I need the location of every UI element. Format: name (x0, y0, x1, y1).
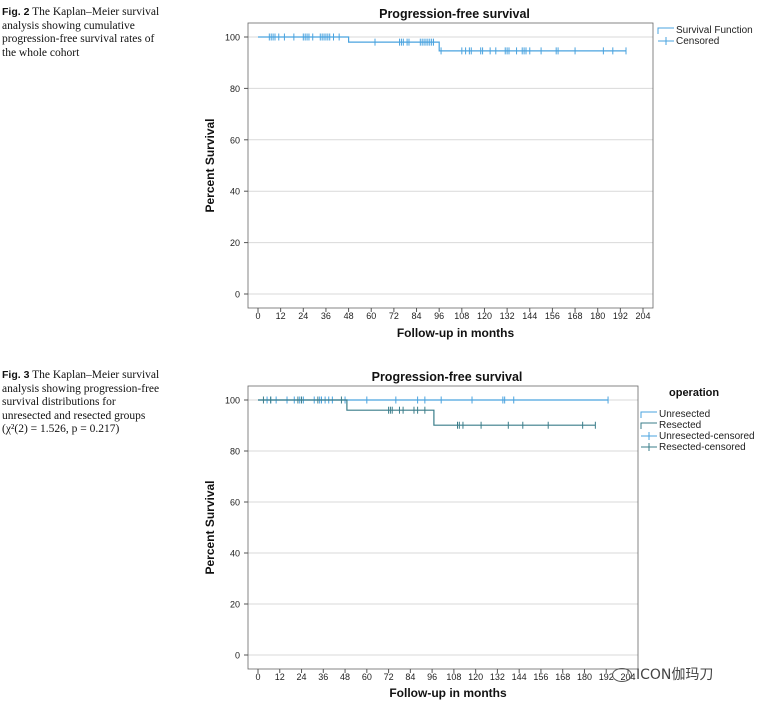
x-tick-label: 132 (500, 311, 515, 321)
x-tick-label: 96 (427, 672, 437, 682)
x-tick-label: 0 (255, 311, 260, 321)
x-tick-label: 12 (275, 672, 285, 682)
y-tick-label: 0 (235, 651, 240, 661)
x-tick-label: 180 (590, 311, 605, 321)
x-tick-label: 156 (545, 311, 560, 321)
wechat-icon (612, 668, 632, 682)
legend-title: operation (669, 387, 719, 399)
watermark: ICON伽玛刀 (612, 664, 713, 684)
x-tick-label: 48 (340, 672, 350, 682)
y-tick-label: 80 (230, 447, 240, 457)
legend-label: Unresected (659, 409, 710, 420)
x-tick-label: 96 (434, 311, 444, 321)
x-tick-label: 60 (366, 311, 376, 321)
x-tick-label: 120 (468, 672, 483, 682)
x-tick-label: 72 (389, 311, 399, 321)
figure-caption-3: Fig. 3 The Kaplan–Meier survival analysi… (2, 369, 167, 437)
y-axis-label: Percent Survival (203, 480, 217, 574)
x-tick-label: 192 (599, 672, 614, 682)
legend: operation UnresectedResectedUnresected-ce… (640, 387, 755, 453)
x-tick-label: 60 (362, 672, 372, 682)
legend-label: Unresected-censored (659, 431, 755, 442)
y-tick-label: 0 (235, 290, 240, 300)
x-tick-label: 192 (613, 311, 628, 321)
x-tick-label: 168 (568, 311, 583, 321)
x-tick-label: 108 (454, 311, 469, 321)
chart-title: Progression-free survival (379, 7, 530, 21)
figure-label: Fig. 2 (2, 6, 30, 18)
x-tick-label: 180 (577, 672, 592, 682)
chart-1: 0 20 40 60 80 100 0 12 24 36 48 60 72 84 96 108 120 132 14… (203, 7, 753, 340)
y-axis-label: Percent Survival (203, 118, 217, 212)
x-tick-label: 0 (255, 672, 260, 682)
x-tick-label: 36 (321, 311, 331, 321)
x-tick-label: 108 (446, 672, 461, 682)
y-tick-label: 60 (230, 135, 240, 145)
legend-label: Censored (676, 36, 719, 47)
x-tick-label: 24 (297, 672, 307, 682)
x-tick-label: 24 (298, 311, 308, 321)
x-tick-label: 168 (555, 672, 570, 682)
x-tick-label: 84 (405, 672, 415, 682)
y-tick-label: 60 (230, 498, 240, 508)
figure-caption-2: Fig. 2 The Kaplan–Meier survival analysi… (2, 6, 167, 60)
y-tick-label: 40 (230, 549, 240, 559)
y-tick-label: 100 (225, 396, 240, 406)
x-tick-label: 204 (635, 311, 650, 321)
x-tick-label: 84 (412, 311, 422, 321)
legend-label: Resected (659, 420, 701, 431)
survival-curve-2 (258, 399, 596, 426)
chart-2: 0 20 40 60 80 100 0 12 24 36 48 60 72 84 96 108 120 132 14… (203, 370, 755, 700)
legend-line-swatch (640, 411, 657, 418)
x-tick-label: 72 (384, 672, 394, 682)
y-tick-label: 100 (225, 33, 240, 43)
legend-line-swatch (640, 422, 657, 429)
x-tick-label: 132 (490, 672, 505, 682)
y-tick-label: 20 (230, 600, 240, 610)
figure-caption-text: The Kaplan–Meier survival analysis showi… (2, 369, 160, 435)
chart-title: Progression-free survival (372, 370, 523, 384)
watermark-text: ICON伽玛刀 (636, 667, 714, 683)
plot-frame (247, 385, 639, 670)
plot-frame (247, 22, 654, 309)
y-tick-label: 20 (230, 238, 240, 248)
x-axis-label: Follow-up in months (389, 686, 507, 700)
x-tick-label: 36 (318, 672, 328, 682)
y-tick-label: 80 (230, 84, 240, 94)
x-tick-label: 48 (344, 311, 354, 321)
x-tick-label: 156 (533, 672, 548, 682)
x-tick-label: 12 (276, 311, 286, 321)
x-tick-label: 144 (512, 672, 527, 682)
legend-line-swatch (657, 27, 674, 34)
x-tick-label: 120 (477, 311, 492, 321)
figure-caption-text: The Kaplan–Meier survival analysis showi… (2, 6, 160, 59)
legend-label: Survival Function (676, 25, 753, 36)
legend-label: Resected-censored (659, 442, 746, 453)
y-tick-label: 40 (230, 187, 240, 197)
figure-label: Fig. 3 (2, 369, 30, 381)
x-axis-label: Follow-up in months (397, 326, 515, 340)
x-tick-label: 144 (522, 311, 537, 321)
